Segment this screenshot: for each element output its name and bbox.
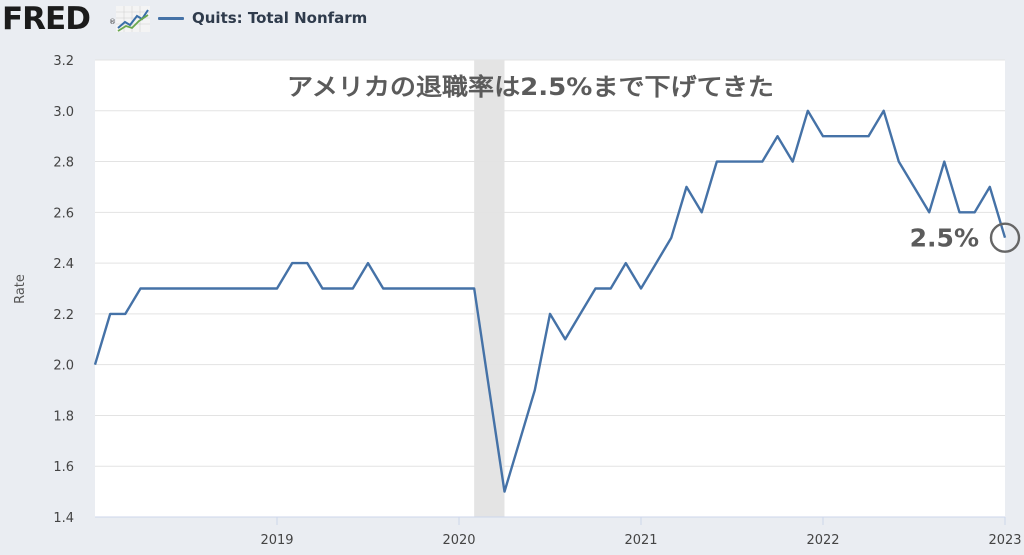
legend-swatch xyxy=(158,16,184,20)
legend-label: Quits: Total Nonfarm xyxy=(192,9,368,27)
line-chart-icon xyxy=(116,6,150,32)
legend[interactable]: Quits: Total Nonfarm xyxy=(158,6,367,30)
y-axis-label: Rate xyxy=(13,274,28,304)
recession-shade xyxy=(474,60,505,517)
annotation-label: 2.5% xyxy=(910,224,979,253)
registered-mark: ® xyxy=(109,18,116,26)
y-tick-label: 2.8 xyxy=(53,156,74,171)
fred-logo[interactable]: FRED xyxy=(2,1,91,37)
y-tick-label: 2.0 xyxy=(53,359,74,374)
x-tick-label: 2020 xyxy=(442,533,475,548)
chart-header: FRED ® Quits: Total Nonfarm xyxy=(0,0,1024,40)
x-tick-label: 2023 xyxy=(988,533,1021,548)
y-tick-label: 1.8 xyxy=(53,409,74,424)
y-tick-label: 3.0 xyxy=(53,105,74,120)
y-tick-label: 1.6 xyxy=(53,460,74,475)
y-tick-label: 2.2 xyxy=(53,308,74,323)
x-tick-label: 2019 xyxy=(260,533,293,548)
y-tick-label: 2.6 xyxy=(53,206,74,221)
y-tick-label: 1.4 xyxy=(53,511,74,526)
y-tick-label: 2.4 xyxy=(53,257,74,272)
highlight-circle xyxy=(989,222,1021,253)
x-tick-label: 2022 xyxy=(806,533,839,548)
series-line[interactable] xyxy=(93,109,1007,493)
y-tick-label: 3.2 xyxy=(53,54,74,69)
chart-title: アメリカの退職率は2.5%まで下げてきた xyxy=(287,73,774,101)
x-tick-label: 2021 xyxy=(624,533,657,548)
